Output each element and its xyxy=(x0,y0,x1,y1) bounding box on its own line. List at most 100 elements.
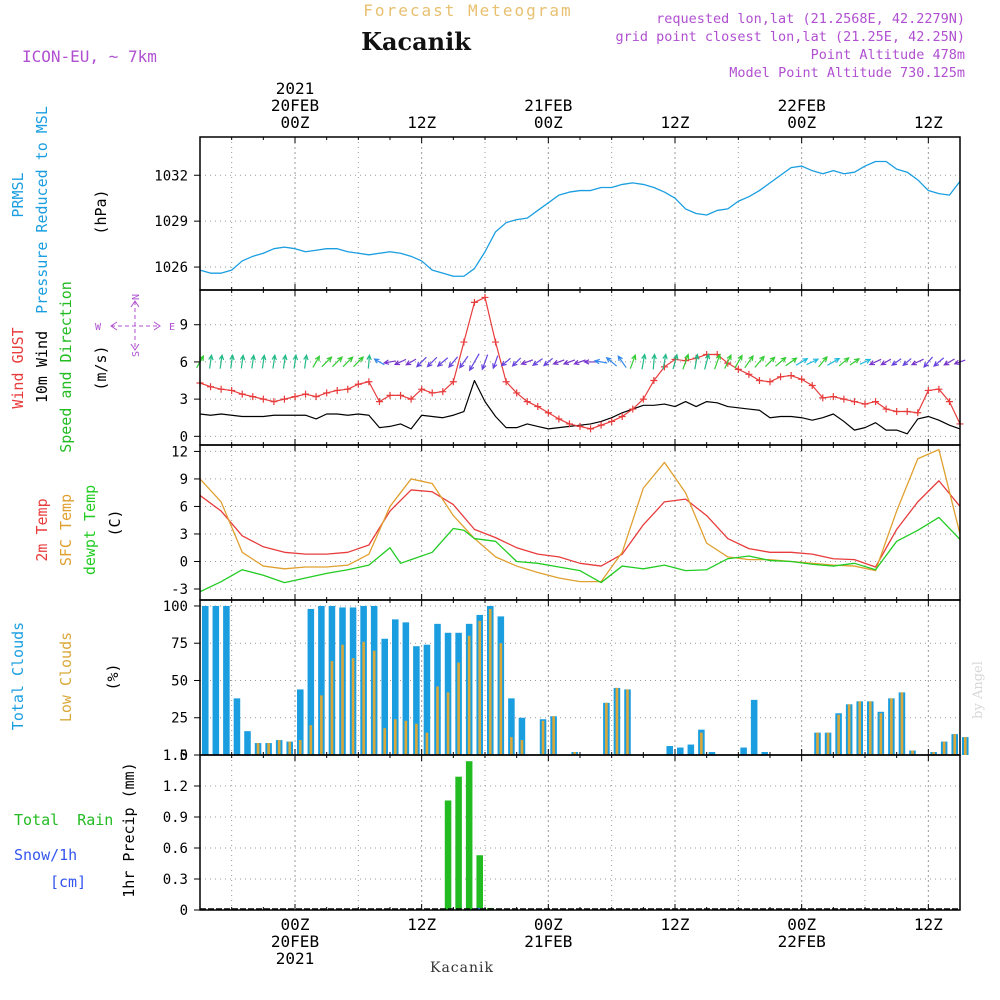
wind-gust-marker xyxy=(819,394,827,402)
low-cloud-bar xyxy=(868,701,872,755)
temperature-side-labels: 2m Temp SFC Temp dewpt Temp (C) xyxy=(33,485,124,575)
wind-gust-marker xyxy=(766,378,774,386)
wind-direction-arrow xyxy=(353,356,365,368)
low-cloud-bar xyxy=(277,740,281,755)
wind-direction-arrow xyxy=(583,359,597,365)
temp-label-sfc: SFC Temp xyxy=(57,494,75,566)
total-cloud-bar xyxy=(423,644,431,755)
wind-gust-marker xyxy=(798,375,806,383)
wind-label-direction: Speed and Direction xyxy=(57,281,75,453)
wind-direction-arrow xyxy=(562,359,576,366)
pressure-label-prmsl: PRMSL xyxy=(9,172,27,217)
wind-direction-arrow xyxy=(693,353,700,370)
wind-gust-marker xyxy=(734,365,742,373)
total-cloud-bar xyxy=(233,698,241,755)
wind-direction-arrow xyxy=(260,354,267,369)
wind-gust-marker xyxy=(861,400,869,408)
wind-gust-marker xyxy=(470,298,478,306)
temperature-y-tick-label: 0 xyxy=(180,554,188,570)
pressure-line xyxy=(199,160,961,277)
low-cloud-bar xyxy=(847,704,851,755)
temp-2m-line xyxy=(199,480,961,568)
wind-direction-arrow xyxy=(415,356,427,368)
wind-direction-arrow xyxy=(448,356,459,369)
low-cloud-bar xyxy=(605,702,608,755)
temp-label-2m: 2m Temp xyxy=(33,498,51,561)
wind-y-tick-label: 3 xyxy=(180,392,188,408)
total-cloud-bar xyxy=(392,619,399,755)
wind-side-labels: Wind GUST 10m Wind Speed and Direction (… xyxy=(9,281,175,453)
precip-panel: 0 0.3 0.6 0.9 1.2 1.5 xyxy=(163,748,960,919)
wind-gust-marker xyxy=(291,393,299,401)
precip-series xyxy=(200,761,960,910)
precip-y-tick-label: 1.2 xyxy=(163,779,188,795)
bottom-time-label: 20FEB xyxy=(271,932,319,951)
wind-gust-marker xyxy=(449,378,457,386)
total-cloud-bar xyxy=(677,747,684,755)
top-time-label: 21FEB xyxy=(524,96,572,115)
total-cloud-bar xyxy=(666,746,673,755)
precip-unit: 1hr Precip (mm) xyxy=(120,762,138,897)
wind-direction-arrow xyxy=(868,358,882,366)
low-cloud-bar xyxy=(351,658,355,755)
wind-gust-marker xyxy=(312,393,320,401)
wind-y-tick-label: 0 xyxy=(180,429,188,445)
clouds-y-tick-label: 75 xyxy=(171,636,188,652)
wind-direction-arrow xyxy=(469,353,480,372)
point-altitude: Point Altitude 478m xyxy=(811,47,965,63)
temperature-y-tick-label: 3 xyxy=(180,527,188,543)
wind-direction-arrow xyxy=(734,354,743,369)
wind-direction-arrow xyxy=(859,358,872,365)
model-label: ICON-EU, ~ 7km xyxy=(22,47,157,66)
wind-direction-arrow xyxy=(481,354,489,371)
precip-y-tick-label: 0.3 xyxy=(163,872,188,888)
wind-direction-arrow xyxy=(459,355,469,369)
wind-gust-marker xyxy=(935,385,943,393)
cloud-side-labels: Total Clouds Low Clouds (%) xyxy=(9,622,122,730)
cloud-series xyxy=(202,605,969,755)
low-cloud-bar xyxy=(372,650,376,755)
wind-gust-marker xyxy=(397,391,405,399)
wind-direction-arrow xyxy=(795,357,809,366)
bottom-time-label: 00Z xyxy=(534,915,563,934)
wind-gust-marker xyxy=(228,386,236,394)
wind-direction-arrow xyxy=(531,358,543,367)
wind-y-tick-label: 9 xyxy=(180,318,188,334)
temperature-y-tick-label: -3 xyxy=(171,582,188,598)
temperature-y-tick-label: 6 xyxy=(180,499,188,515)
top-time-label: 00Z xyxy=(787,113,816,132)
footer-location: Kacanik xyxy=(430,960,494,976)
low-cloud-bar xyxy=(541,720,545,755)
product-title: Forecast Meteogram xyxy=(363,1,572,20)
wind-gust-marker xyxy=(755,377,763,385)
compass-west: W xyxy=(95,322,102,333)
wind-direction-arrow xyxy=(902,358,912,367)
low-cloud-bar xyxy=(615,687,619,755)
wind-direction-arrow xyxy=(426,356,438,368)
low-cloud-bar xyxy=(288,741,292,755)
total-cloud-bar xyxy=(687,744,695,755)
low-cloud-bar xyxy=(436,686,439,755)
pressure-panel: 1026 1029 1032 xyxy=(154,137,960,290)
wind-gust-marker xyxy=(407,395,415,403)
wind-gust-marker xyxy=(323,389,331,397)
wind-direction-arrow xyxy=(208,353,214,369)
pressure-y-tick-label: 1032 xyxy=(154,168,188,184)
low-cloud-bar xyxy=(320,695,323,755)
cloud-label-total: Total Clouds xyxy=(9,622,27,730)
temperature-y-tick-label: 12 xyxy=(171,444,188,460)
wind-direction-arrow xyxy=(849,357,861,366)
bottom-time-label: 12Z xyxy=(407,915,436,934)
low-cloud-bar xyxy=(256,743,260,755)
wind-direction-arrow xyxy=(943,358,955,366)
wind-direction-arrow xyxy=(342,356,354,368)
wind-gust-marker xyxy=(207,383,215,391)
wind-direction-arrow xyxy=(775,356,787,367)
low-cloud-bar xyxy=(520,740,524,755)
wind-direction-arrow xyxy=(382,359,396,365)
model-altitude: Model Point Altitude 730.125m xyxy=(729,65,965,81)
wind-gust-marker xyxy=(850,398,858,406)
low-cloud-bar xyxy=(499,643,503,755)
wind-gust-marker xyxy=(587,425,595,433)
